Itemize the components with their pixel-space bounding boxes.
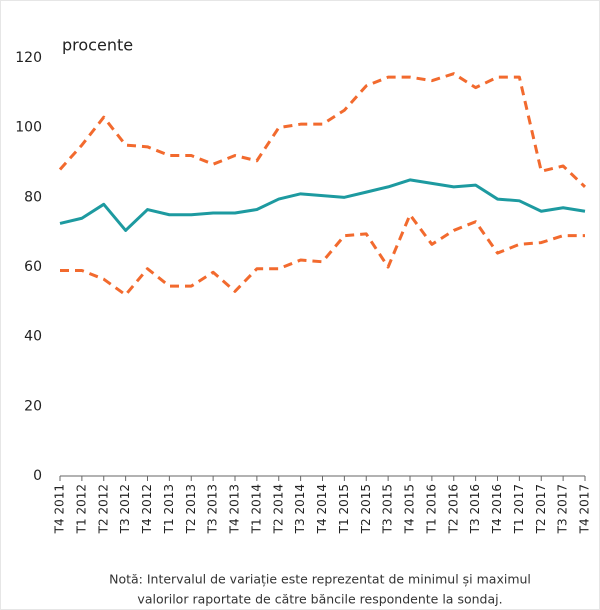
x-tick-label: T4 2012 xyxy=(140,484,154,534)
x-tick-label: T3 2016 xyxy=(468,484,482,534)
x-tick-label: T3 2014 xyxy=(293,484,307,534)
x-tick-label: T3 2013 xyxy=(206,484,220,534)
y-unit-label: procente xyxy=(62,36,133,55)
x-tick-label: T3 2012 xyxy=(118,484,132,534)
x-tick-label: T1 2014 xyxy=(249,484,263,534)
x-tick-label: T4 2013 xyxy=(228,484,242,534)
x-tick-label: T2 2015 xyxy=(359,484,373,534)
x-tick-label: T3 2015 xyxy=(381,484,395,534)
y-tick-label: 40 xyxy=(24,329,42,345)
line-series xyxy=(58,72,587,188)
x-tick-label: T1 2017 xyxy=(512,484,526,534)
y-tick-label: 80 xyxy=(24,189,42,205)
line-series xyxy=(60,213,585,297)
x-tick-label: T2 2017 xyxy=(534,484,548,534)
x-tick-label: T4 2014 xyxy=(315,484,329,534)
y-tick-label: 100 xyxy=(15,120,42,136)
x-tick-label: T2 2016 xyxy=(446,484,460,534)
x-tick-label: T2 2014 xyxy=(271,484,285,534)
x-tick-label: T1 2012 xyxy=(74,484,88,534)
y-tick-label: 0 xyxy=(33,468,42,484)
y-tick-label: 60 xyxy=(24,259,42,275)
x-tick-label: T1 2016 xyxy=(424,484,438,534)
y-tick-label: 120 xyxy=(15,50,42,66)
y-tick-label: 20 xyxy=(24,398,42,414)
x-tick-label: T4 2016 xyxy=(490,484,504,534)
x-tick-label: T4 2011 xyxy=(53,484,67,534)
x-tick-label: T2 2013 xyxy=(184,484,198,534)
x-tick-label: T1 2015 xyxy=(337,484,351,534)
x-tick-label: T4 2017 xyxy=(578,484,592,534)
note: valorilor raportate de către băncile res… xyxy=(137,592,502,607)
line-series xyxy=(59,178,586,232)
note: Notă: Intervalul de variație este reprez… xyxy=(109,572,531,587)
x-tick-label: T3 2017 xyxy=(556,484,570,534)
x-tick-label: T1 2013 xyxy=(162,484,176,534)
x-tick-label: T2 2012 xyxy=(96,484,110,534)
x-tick-label: T4 2015 xyxy=(403,484,417,534)
